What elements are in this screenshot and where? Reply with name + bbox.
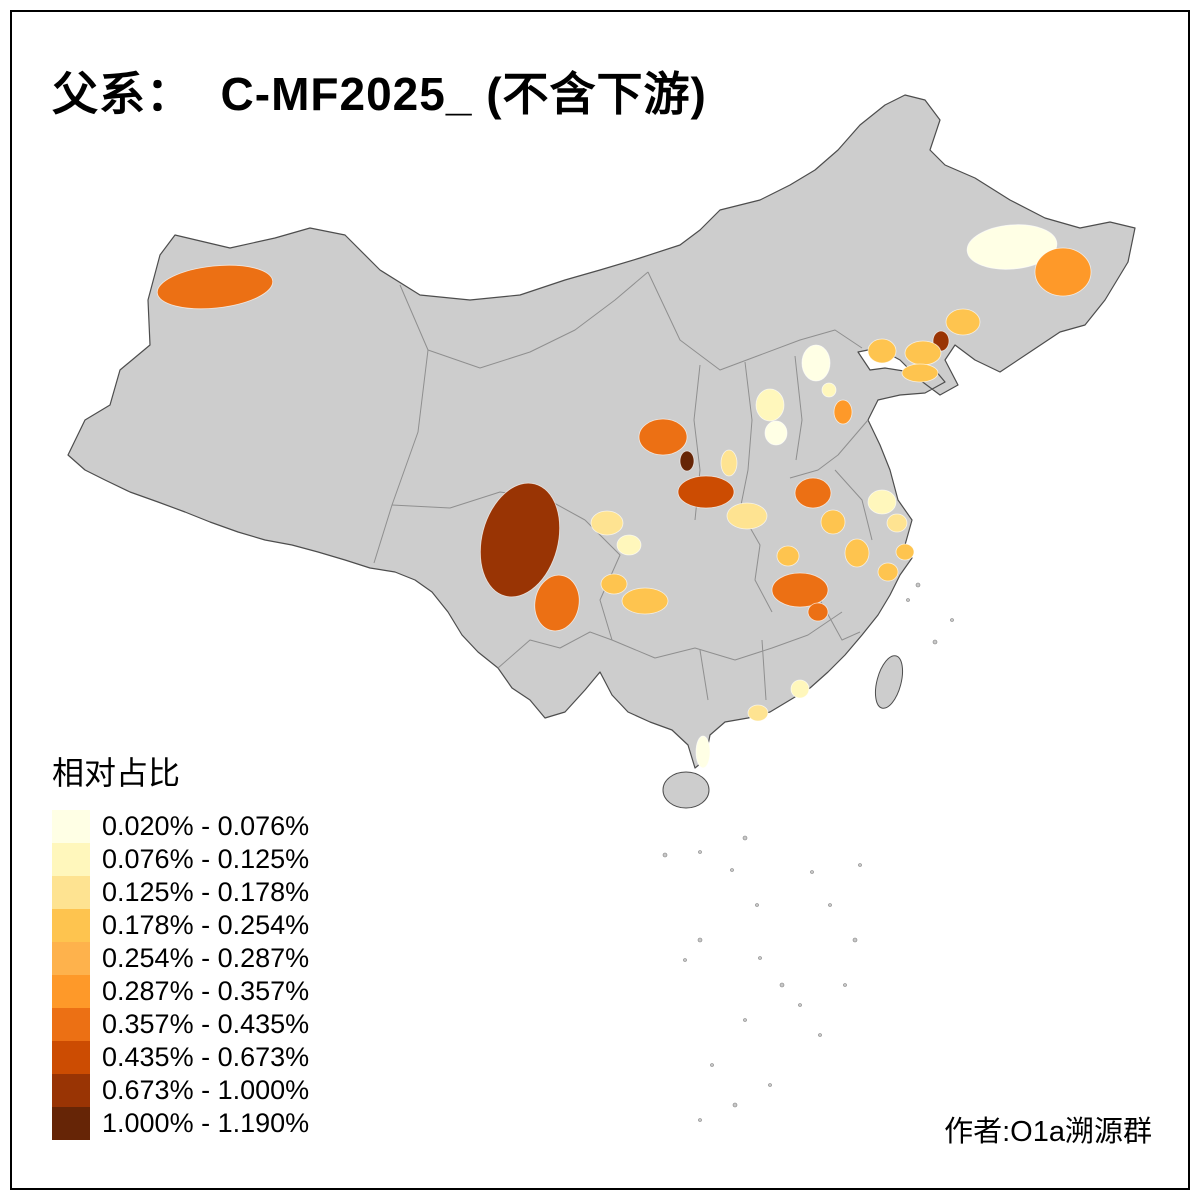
map-region [886, 513, 908, 533]
map-region [755, 388, 785, 422]
legend-item: 0.076% - 0.125% [52, 843, 309, 876]
map-region [616, 534, 642, 556]
legend-title: 相对占比 [52, 755, 181, 791]
map-region [1034, 247, 1092, 297]
map-region [820, 509, 846, 535]
legend-item: 0.673% - 1.000% [52, 1074, 309, 1107]
legend-label: 0.673% - 1.000% [102, 1075, 310, 1105]
map-region [901, 363, 939, 383]
map-region [156, 264, 274, 310]
china-landmass [67, 94, 1136, 809]
legend-swatch [52, 942, 90, 975]
legend-swatch [52, 909, 90, 942]
map-region [695, 735, 711, 769]
legend-swatch [52, 1074, 90, 1107]
legend-swatch [52, 876, 90, 909]
map-region [807, 602, 829, 622]
legend-item: 0.020% - 0.076% [52, 810, 309, 843]
legend-label: 0.020% - 0.076% [102, 811, 310, 841]
map-region [877, 562, 899, 582]
attribution: 作者:O1a溯源群 [944, 1116, 1152, 1148]
map-region [677, 475, 735, 509]
map-title: 父系： C-MF2025_ (不含下游) [52, 68, 707, 120]
map-region [867, 338, 897, 364]
map-region [895, 543, 915, 561]
map-region [726, 502, 768, 530]
map-region [844, 538, 870, 568]
legend-swatch [52, 975, 90, 1008]
map-region [764, 420, 788, 446]
legend-swatch [52, 1041, 90, 1074]
legend-label: 0.125% - 0.178% [102, 877, 310, 907]
map-region [720, 449, 738, 477]
legend: 相对占比 0.020% - 0.076% 0.076% - 0.125% 0.125… [52, 748, 309, 1140]
legend-label: 0.357% - 0.435% [102, 1009, 310, 1039]
legend-swatch [52, 810, 90, 843]
taiwan-island [874, 655, 904, 709]
legend-label: 0.178% - 0.254% [102, 910, 310, 940]
map-region [534, 574, 580, 632]
map-region [794, 477, 832, 509]
legend-swatch [52, 1008, 90, 1041]
map-region [621, 587, 669, 615]
map-region [833, 399, 853, 425]
legend-label: 0.287% - 0.357% [102, 976, 310, 1006]
legend-item: 0.254% - 0.287% [52, 942, 309, 975]
map-region [479, 482, 561, 598]
legend-item: 1.000% - 1.190% [52, 1107, 309, 1140]
legend-items: 0.020% - 0.076% 0.076% - 0.125% 0.125% - 0… [52, 810, 309, 1140]
legend-label: 0.076% - 0.125% [102, 844, 310, 874]
mainland-outline [67, 94, 1136, 769]
legend-label: 0.435% - 0.673% [102, 1042, 310, 1072]
map-region [747, 704, 769, 722]
map-region [867, 489, 897, 515]
map-region [801, 344, 831, 382]
province-borders [373, 271, 873, 701]
legend-item: 0.287% - 0.357% [52, 975, 309, 1008]
hainan-island [662, 771, 710, 809]
map-region [638, 418, 688, 456]
legend-item: 0.435% - 0.673% [52, 1041, 309, 1074]
legend-item: 0.125% - 0.178% [52, 876, 309, 909]
map-region [904, 340, 942, 366]
map-region [679, 450, 695, 472]
legend-swatch [52, 843, 90, 876]
map-region [600, 573, 628, 595]
legend-label: 0.254% - 0.287% [102, 943, 310, 973]
legend-item: 0.357% - 0.435% [52, 1008, 309, 1041]
map-region [776, 545, 800, 567]
map-region [966, 224, 1058, 270]
legend-label: 1.000% - 1.190% [102, 1108, 310, 1138]
legend-item: 0.178% - 0.254% [52, 909, 309, 942]
islands [662, 582, 954, 1122]
map-region [790, 679, 810, 699]
map-region [590, 510, 624, 536]
legend-swatch [52, 1107, 90, 1140]
map-regions [156, 224, 1092, 769]
map-region [821, 382, 837, 398]
map-region [945, 308, 981, 336]
map-region [771, 572, 829, 608]
